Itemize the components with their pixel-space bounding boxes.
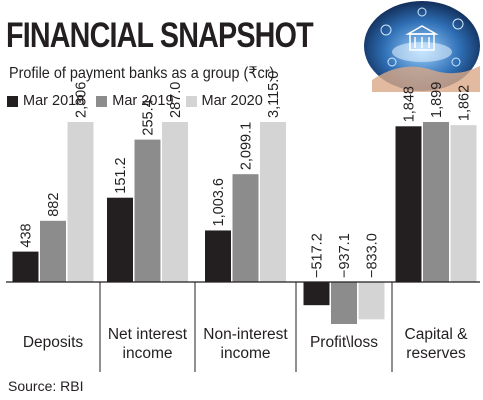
category-label: Profit\loss bbox=[310, 334, 378, 351]
category-label: Deposits bbox=[23, 334, 84, 351]
legend-swatch-mar-2020 bbox=[185, 95, 197, 107]
data-label: 287.0 bbox=[168, 82, 184, 118]
data-label: 151.2 bbox=[113, 157, 129, 193]
data-label: 1,862 bbox=[457, 85, 473, 121]
bar-mar-2020 bbox=[67, 122, 94, 282]
legend-label: Mar 2018 bbox=[23, 93, 85, 109]
chart-title: FINANCIAL SNAPSHOT bbox=[6, 16, 314, 55]
data-label: 255.4 bbox=[141, 99, 157, 135]
category-label: income bbox=[221, 345, 271, 362]
bar-mar-2018 bbox=[205, 230, 231, 282]
bar-mar-2020 bbox=[260, 122, 286, 282]
legend-item-mar-2018: Mar 2018 bbox=[7, 93, 84, 109]
category-label: Non-interest bbox=[203, 326, 288, 343]
category-label: Capital & bbox=[405, 326, 469, 343]
legend-label: Mar 2020 bbox=[201, 93, 263, 109]
bar-mar-2018 bbox=[12, 251, 39, 282]
digital-banking-illustration bbox=[364, 1, 480, 92]
data-label: 1,848 bbox=[402, 86, 418, 122]
bar-mar-2020 bbox=[358, 282, 385, 320]
data-label: 2,099.1 bbox=[239, 122, 255, 170]
legend-label: Mar 2019 bbox=[112, 93, 174, 109]
source-note: Source: RBI bbox=[8, 378, 84, 394]
category-label: income bbox=[123, 345, 173, 362]
data-label: 1,003.6 bbox=[211, 178, 227, 226]
bar-mar-2019 bbox=[331, 282, 357, 324]
bar-mar-2019 bbox=[134, 139, 161, 282]
legend-item-mar-2020: Mar 2020 bbox=[185, 93, 263, 109]
legend-swatch-mar-2019 bbox=[96, 95, 108, 107]
data-label: 3,115.0 bbox=[266, 71, 282, 118]
data-label: −937.1 bbox=[337, 233, 353, 278]
data-label: 882 bbox=[46, 193, 62, 217]
legend: Mar 2018 Mar 2019 Mar 2020 bbox=[7, 93, 263, 109]
bar-mar-2020 bbox=[450, 125, 477, 282]
bar-mar-2018 bbox=[303, 282, 330, 306]
data-label: −517.2 bbox=[310, 233, 326, 278]
bar-mar-2020 bbox=[162, 122, 188, 282]
category-label: Net interest bbox=[108, 326, 188, 343]
chart-subtitle: Profile of payment banks as a group (₹cr… bbox=[9, 65, 275, 82]
bar-mar-2018 bbox=[395, 126, 422, 282]
legend-swatch-mar-2018 bbox=[7, 95, 18, 107]
data-label: −833.0 bbox=[365, 233, 381, 278]
bar-mar-2019 bbox=[232, 174, 259, 282]
data-label: 438 bbox=[19, 223, 35, 247]
bar-mar-2019 bbox=[423, 122, 449, 282]
category-label: reserves bbox=[406, 345, 466, 362]
data-label: 2,306 bbox=[74, 82, 90, 118]
bar-mar-2019 bbox=[40, 220, 66, 282]
data-label: 1,899 bbox=[429, 82, 445, 118]
legend-item-mar-2019: Mar 2019 bbox=[96, 93, 174, 109]
bar-mar-2018 bbox=[107, 197, 133, 282]
